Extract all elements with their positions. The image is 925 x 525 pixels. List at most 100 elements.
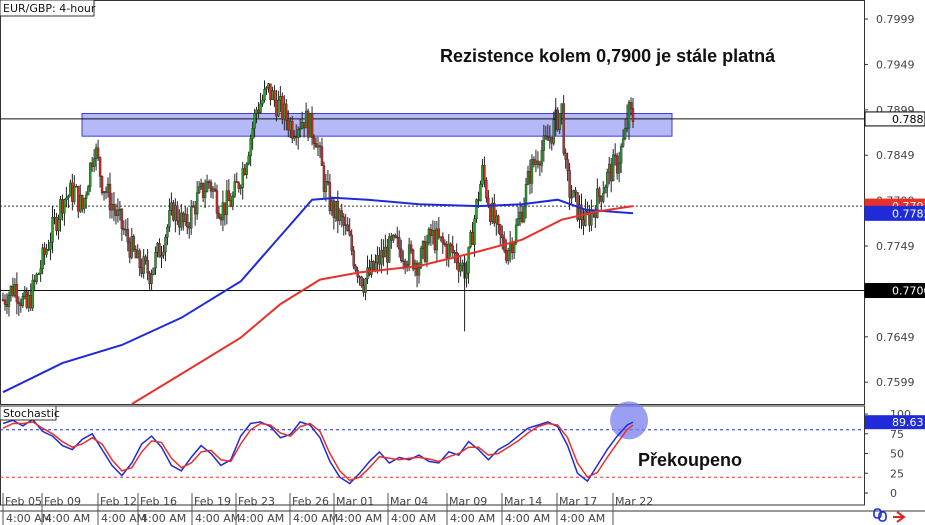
date-tick-label: Feb 12 xyxy=(100,495,137,508)
candle-body xyxy=(505,250,508,261)
candle-body xyxy=(354,265,357,271)
candle-body xyxy=(584,210,587,226)
candle-body xyxy=(570,196,573,199)
candle-body xyxy=(57,219,60,232)
candle-body xyxy=(451,245,454,253)
price-tick-label: 0.7599 xyxy=(876,376,915,389)
candle-body xyxy=(112,204,116,211)
candle-body xyxy=(190,206,193,229)
candle-body xyxy=(447,243,450,259)
candle-body xyxy=(530,158,534,184)
candle-body xyxy=(306,110,310,138)
candle-body xyxy=(63,199,66,214)
price-tick-label: 0.7999 xyxy=(876,13,915,26)
candle-body xyxy=(304,110,308,129)
candle-body xyxy=(104,191,108,193)
candle-body xyxy=(419,248,423,268)
candle-body xyxy=(98,157,102,177)
stoch-tick-label: 0 xyxy=(890,487,897,500)
candle-body xyxy=(211,188,215,192)
candle-body xyxy=(425,242,429,262)
candle-body xyxy=(506,250,510,261)
date-tick-label: Feb 26 xyxy=(292,495,329,508)
candle-body xyxy=(611,154,615,182)
candle-body xyxy=(338,210,341,221)
price-tag-label: 0.7785 xyxy=(892,207,925,220)
time-tick-label: 4:00 AM xyxy=(560,512,605,525)
candle-body xyxy=(53,217,56,219)
candle-body xyxy=(182,212,185,222)
candle-body xyxy=(172,202,175,221)
candle-body xyxy=(132,236,135,250)
candle-body xyxy=(281,96,284,120)
candle-body xyxy=(197,186,201,194)
horizontal-levels xyxy=(0,118,864,292)
candle-body xyxy=(215,190,219,214)
candle-body xyxy=(477,199,480,202)
arrow-icon[interactable] xyxy=(893,511,906,523)
candle-body xyxy=(342,216,345,226)
candle-body xyxy=(158,243,161,258)
candle-body xyxy=(314,143,318,148)
candle-body xyxy=(69,182,72,197)
candle-body xyxy=(564,152,567,160)
candle-body xyxy=(544,135,548,138)
candle-body xyxy=(308,113,312,138)
candle-body xyxy=(90,162,94,167)
candle-body xyxy=(9,286,13,296)
candle-body xyxy=(267,83,270,88)
candle-body xyxy=(625,127,629,130)
candle-body xyxy=(138,250,141,269)
candle-body xyxy=(249,138,252,157)
candle-body xyxy=(320,146,324,166)
candle-body xyxy=(122,228,126,231)
date-tick-label: Feb 16 xyxy=(140,495,177,508)
candle-body xyxy=(61,199,64,214)
time-axis: Feb 05 Feb 09 Feb 12 Feb 16 Feb 19 Feb 23 Feb … xyxy=(2,493,653,525)
candle-body xyxy=(174,205,177,221)
candle-body xyxy=(568,170,571,198)
candle-body xyxy=(229,200,233,207)
candle-body xyxy=(481,165,484,185)
candle-body xyxy=(108,183,112,211)
candle-body xyxy=(610,163,613,182)
link-icon[interactable] xyxy=(873,508,887,522)
date-tick-label: Mar 17 xyxy=(559,495,597,508)
candle-body xyxy=(582,219,585,226)
candle-body xyxy=(459,265,462,272)
candle-body xyxy=(340,210,343,218)
stoch-value-tag-label: 89.63 xyxy=(892,416,924,429)
resistance-zone-rect xyxy=(81,112,673,137)
candle-body xyxy=(546,136,550,141)
stoch-value-tag-box xyxy=(865,415,925,430)
candle-body xyxy=(170,202,173,211)
candle-body xyxy=(199,182,203,187)
candle-body xyxy=(289,121,292,131)
candle-body xyxy=(427,228,431,244)
candle-body xyxy=(443,242,446,245)
date-tick-label: Feb 19 xyxy=(194,495,231,508)
candle-body xyxy=(79,195,82,212)
candle-body xyxy=(205,181,209,192)
candle-body xyxy=(407,244,411,265)
candle-body xyxy=(372,260,375,270)
candle-body xyxy=(213,188,217,192)
candle-body xyxy=(350,234,353,251)
candle-body xyxy=(631,108,635,122)
candle-body xyxy=(39,268,42,274)
candle-body xyxy=(403,260,407,267)
candle-body xyxy=(73,186,76,202)
date-tick-label: Feb 23 xyxy=(238,495,275,508)
candle-body xyxy=(261,99,264,105)
candle-body xyxy=(11,286,15,296)
date-tick-label: Mar 22 xyxy=(615,495,653,508)
candle-body xyxy=(25,291,28,308)
candle-body xyxy=(279,96,282,101)
candle-body xyxy=(566,159,569,171)
candle-body xyxy=(518,211,522,219)
candle-body xyxy=(580,204,583,220)
resistance-annotation: Rezistence kolem 0,7900 je stále platná xyxy=(440,46,776,66)
time-tick-label: 4:00 AM xyxy=(195,512,240,525)
candle-body xyxy=(207,181,211,183)
